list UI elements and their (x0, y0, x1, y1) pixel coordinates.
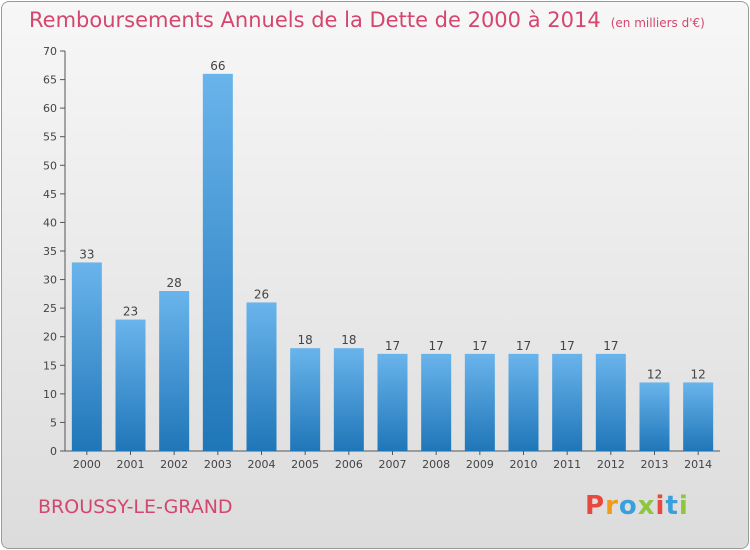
y-tick-label: 20 (43, 331, 57, 344)
y-tick-label: 35 (43, 245, 57, 258)
bar-2008 (421, 353, 452, 451)
data-label-2008: 17 (429, 339, 444, 353)
y-tick-label: 50 (43, 159, 57, 172)
proxiti-logo: Proxiti (585, 491, 689, 521)
y-tick-label: 15 (43, 359, 57, 372)
x-tick-label-2002: 2002 (160, 458, 188, 471)
chart-subtitle: (en milliers d'€) (610, 16, 705, 30)
x-tick-label-2014: 2014 (684, 458, 712, 471)
logo-letter: i (655, 491, 666, 521)
y-tick-label: 60 (43, 102, 57, 115)
y-tick-label: 70 (43, 45, 57, 58)
x-tick-label-2011: 2011 (553, 458, 581, 471)
data-label-2013: 12 (647, 367, 662, 381)
x-tick-label-2004: 2004 (248, 458, 276, 471)
data-label-2000: 33 (79, 247, 94, 261)
logo-letter: r (605, 491, 619, 521)
data-label-2003: 66 (210, 59, 225, 73)
x-tick-label-2010: 2010 (510, 458, 538, 471)
chart-title: Remboursements Annuels de la Dette de 20… (29, 8, 705, 32)
x-tick-label-2012: 2012 (597, 458, 625, 471)
x-tick-label-2005: 2005 (291, 458, 319, 471)
data-label-2009: 17 (472, 339, 487, 353)
logo-letter: i (678, 491, 689, 521)
data-label-2002: 28 (167, 276, 182, 290)
bar-2007 (377, 353, 408, 451)
data-label-2012: 17 (603, 339, 618, 353)
bar-2003 (202, 73, 233, 451)
x-tick-label-2013: 2013 (641, 458, 669, 471)
x-tick-label-2007: 2007 (379, 458, 407, 471)
bar-2001 (115, 319, 146, 451)
bar-2013 (639, 382, 670, 451)
data-label-2006: 18 (341, 333, 356, 347)
bar-2002 (159, 291, 190, 451)
commune-name: BROUSSY-LE-GRAND (38, 496, 233, 518)
y-tick-label: 25 (43, 302, 57, 315)
bar-2010 (508, 353, 539, 451)
y-tick-label: 40 (43, 216, 57, 229)
x-tick-label-2003: 2003 (204, 458, 232, 471)
logo-letter: t (665, 491, 679, 521)
bar-2004 (246, 302, 277, 451)
logo-letter: o (618, 491, 638, 521)
bar-2005 (290, 348, 321, 451)
logo-letter: P (585, 491, 606, 521)
data-label-2004: 26 (254, 287, 269, 301)
y-tick-label: 10 (43, 388, 57, 401)
y-tick-label: 0 (50, 445, 57, 458)
x-tick-label-2006: 2006 (335, 458, 363, 471)
y-tick-label: 5 (50, 416, 57, 429)
y-tick-label: 55 (43, 131, 57, 144)
bar-2011 (552, 353, 583, 451)
x-tick-label-2000: 2000 (73, 458, 101, 471)
data-label-2011: 17 (560, 339, 575, 353)
data-label-2005: 18 (298, 333, 313, 347)
x-tick-label-2001: 2001 (117, 458, 145, 471)
bar-2014 (683, 382, 714, 451)
data-label-2014: 12 (691, 367, 706, 381)
bar-2009 (464, 353, 495, 451)
y-tick-label: 65 (43, 74, 57, 87)
bar-2006 (333, 348, 364, 451)
bar-2012 (595, 353, 626, 451)
y-tick-label: 45 (43, 188, 57, 201)
y-tick-label: 30 (43, 274, 57, 287)
bar-2000 (71, 262, 102, 451)
data-label-2001: 23 (123, 305, 138, 319)
logo-letter: x (637, 491, 656, 521)
data-label-2010: 17 (516, 339, 531, 353)
x-tick-label-2008: 2008 (422, 458, 450, 471)
x-tick-label-2009: 2009 (466, 458, 494, 471)
data-label-2007: 17 (385, 339, 400, 353)
